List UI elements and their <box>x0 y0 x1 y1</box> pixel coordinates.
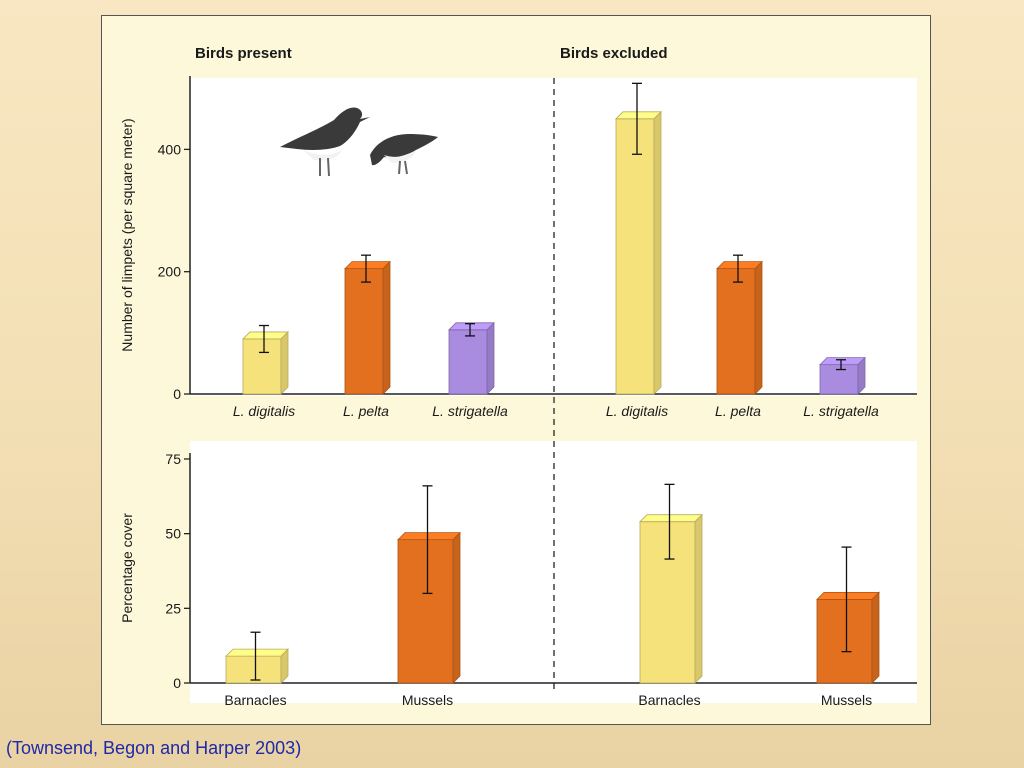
y-tick-label: 25 <box>165 600 181 616</box>
bar-side-top-s1-c0 <box>653 110 662 395</box>
bar-side-bottom-s0-c1 <box>452 531 461 684</box>
bar-side-bottom-s0-c0 <box>280 648 289 684</box>
y-tick-label: 0 <box>173 675 181 691</box>
bar-top-s1-c1 <box>716 268 756 395</box>
bar-top-s0-c2 <box>448 329 488 395</box>
category-label-bottom: Barnacles <box>224 692 286 708</box>
category-label-top: L. digitalis <box>233 403 295 419</box>
bar-chart: Birds present Birds excluded 0 200 400 Number… <box>119 45 917 708</box>
bar-side-top-s0-c2 <box>486 321 495 395</box>
panel-title-birds-present: Birds present <box>195 45 292 62</box>
bar-top-bottom-s1-c1 <box>816 591 880 600</box>
category-label-top: L. digitalis <box>606 403 668 419</box>
bar-top-top-s1-c2 <box>819 357 866 366</box>
citation: (Townsend, Begon and Harper 2003) <box>6 738 302 758</box>
category-label-top: L. pelta <box>715 403 761 419</box>
panel-title-birds-excluded: Birds excluded <box>560 45 668 62</box>
y-tick-label: 200 <box>158 264 182 280</box>
category-label-bottom: Barnacles <box>638 692 700 708</box>
y-tick-label: 75 <box>165 451 181 467</box>
category-label-bottom: Mussels <box>821 692 872 708</box>
bar-top-top-s1-c1 <box>716 261 763 270</box>
bar-bottom-s0-c1 <box>397 539 454 684</box>
bar-top-bottom-s1-c0 <box>639 514 703 523</box>
y-tick-label: 50 <box>165 526 181 542</box>
category-label-top: L. strigatella <box>803 403 879 419</box>
bottom-plot-area <box>190 441 917 703</box>
bar-side-top-s0-c0 <box>280 330 289 395</box>
bar-top-top-s0-c0 <box>242 331 289 340</box>
category-label-top: L. pelta <box>343 403 389 419</box>
bar-bottom-s0-c0 <box>225 655 282 684</box>
bar-side-top-s1-c1 <box>754 260 763 395</box>
bar-top-s1-c0 <box>615 118 655 395</box>
bar-bottom-s1-c0 <box>639 521 696 684</box>
bar-top-top-s0-c1 <box>344 261 391 270</box>
bar-top-top-s1-c0 <box>615 111 662 120</box>
figure-panel: Birds present Birds excluded 0 200 400 Number… <box>101 15 931 725</box>
birds-illustration-icon <box>280 107 438 177</box>
category-label-top: L. strigatella <box>432 403 508 419</box>
y-axis-label-bottom: Percentage cover <box>119 513 135 623</box>
bar-top-bottom-s0-c1 <box>397 532 461 541</box>
y-axis-label-top: Number of limpets (per square meter) <box>119 118 135 351</box>
bar-side-top-s1-c2 <box>857 356 866 395</box>
bar-side-bottom-s1-c1 <box>871 591 880 684</box>
bar-bottom-s1-c1 <box>816 598 873 684</box>
y-tick-label: 400 <box>158 141 182 157</box>
bar-top-s0-c1 <box>344 268 384 395</box>
bar-side-bottom-s1-c0 <box>694 513 703 684</box>
bar-top-bottom-s0-c0 <box>225 648 289 657</box>
bar-top-s0-c0 <box>242 338 282 395</box>
bar-side-top-s0-c1 <box>382 260 391 395</box>
category-label-bottom: Mussels <box>402 692 453 708</box>
y-tick-label: 0 <box>173 386 181 402</box>
